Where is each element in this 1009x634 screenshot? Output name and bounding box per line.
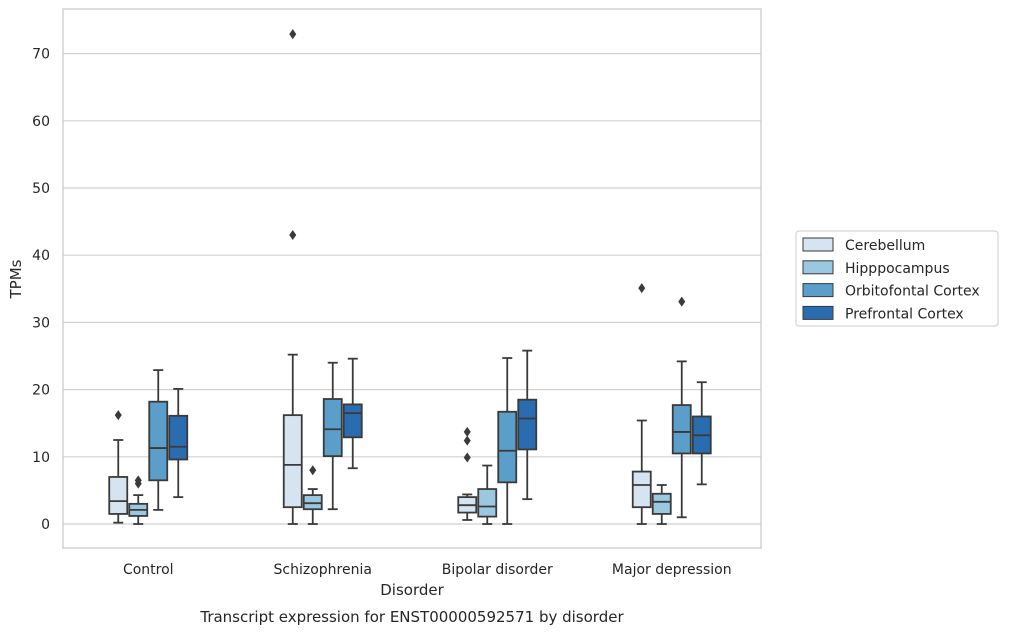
- x-tick-label: Major depression: [612, 562, 732, 578]
- box: [497, 410, 518, 484]
- box: [302, 494, 323, 511]
- box-group: [302, 465, 323, 525]
- box: [282, 414, 303, 509]
- plot-frame: [62, 8, 762, 549]
- box-group: [342, 357, 363, 470]
- outlier-point: [463, 435, 471, 446]
- y-tick-label: 0: [41, 517, 50, 533]
- box: [477, 488, 498, 518]
- box: [322, 398, 343, 458]
- box: [168, 414, 189, 461]
- box: [651, 492, 672, 515]
- box-group: [671, 296, 692, 519]
- box-plot-area: [108, 29, 712, 525]
- legend: Cerebellum Hipppocampus Orbitofontal Corte…: [795, 230, 999, 327]
- outlier-point: [289, 230, 297, 241]
- box-group: [148, 369, 169, 511]
- legend-label: Hipppocampus: [845, 261, 950, 277]
- box-group: [631, 283, 652, 525]
- legend-label: Orbitofontal Cortex: [845, 284, 980, 300]
- legend-frame: [795, 230, 999, 327]
- chart-caption: Transcript expression for ENST0000059257…: [199, 608, 624, 626]
- box-group: [651, 484, 672, 525]
- legend-swatch: [802, 283, 834, 298]
- x-tick-label: Control: [123, 562, 174, 578]
- legend-label: Cerebellum: [845, 238, 925, 254]
- box-group: [128, 475, 149, 525]
- box-group: [108, 410, 129, 524]
- y-tick-label: 60: [32, 114, 50, 130]
- outlier-point: [289, 29, 297, 40]
- box: [517, 398, 538, 451]
- box: [671, 404, 692, 455]
- box-group: [477, 464, 498, 525]
- outlier-point: [114, 410, 122, 421]
- box-group: [322, 361, 343, 511]
- box: [631, 470, 652, 509]
- box: [108, 476, 129, 515]
- y-tick-label: 20: [32, 383, 50, 399]
- x-tick-label: Schizophrenia: [274, 562, 372, 578]
- x-tick-label: Bipolar disorder: [442, 562, 553, 578]
- y-tick-labels: 0 10 20 30 40 50 60 70: [32, 47, 50, 533]
- box-group: [457, 426, 478, 521]
- x-axis-label: Disorder: [380, 581, 444, 599]
- y-tick-label: 40: [32, 248, 50, 264]
- legend-swatch: [802, 260, 834, 275]
- outlier-point: [463, 426, 471, 437]
- y-tick-label: 30: [32, 315, 50, 331]
- y-tick-label: 50: [32, 181, 50, 197]
- box-group: [168, 388, 189, 499]
- outlier-point: [309, 465, 317, 476]
- legend-swatch: [802, 237, 834, 252]
- box: [148, 400, 169, 482]
- y-axis-label: TPMs: [7, 259, 25, 299]
- outlier-point: [463, 452, 471, 463]
- box-group: [497, 357, 518, 525]
- outlier-point: [134, 475, 142, 486]
- box: [342, 403, 363, 439]
- x-tick-labels: Control Schizophrenia Bipolar disorder Majo…: [123, 562, 732, 578]
- box-group: [282, 29, 303, 525]
- box-group: [517, 349, 538, 501]
- outlier-point: [678, 296, 686, 307]
- box-group: [691, 381, 712, 486]
- y-tick-label: 70: [32, 47, 50, 63]
- legend-label: Prefrontal Cortex: [845, 306, 964, 322]
- y-tick-label: 10: [32, 450, 50, 466]
- outlier-point: [638, 283, 646, 294]
- legend-swatch: [802, 305, 834, 320]
